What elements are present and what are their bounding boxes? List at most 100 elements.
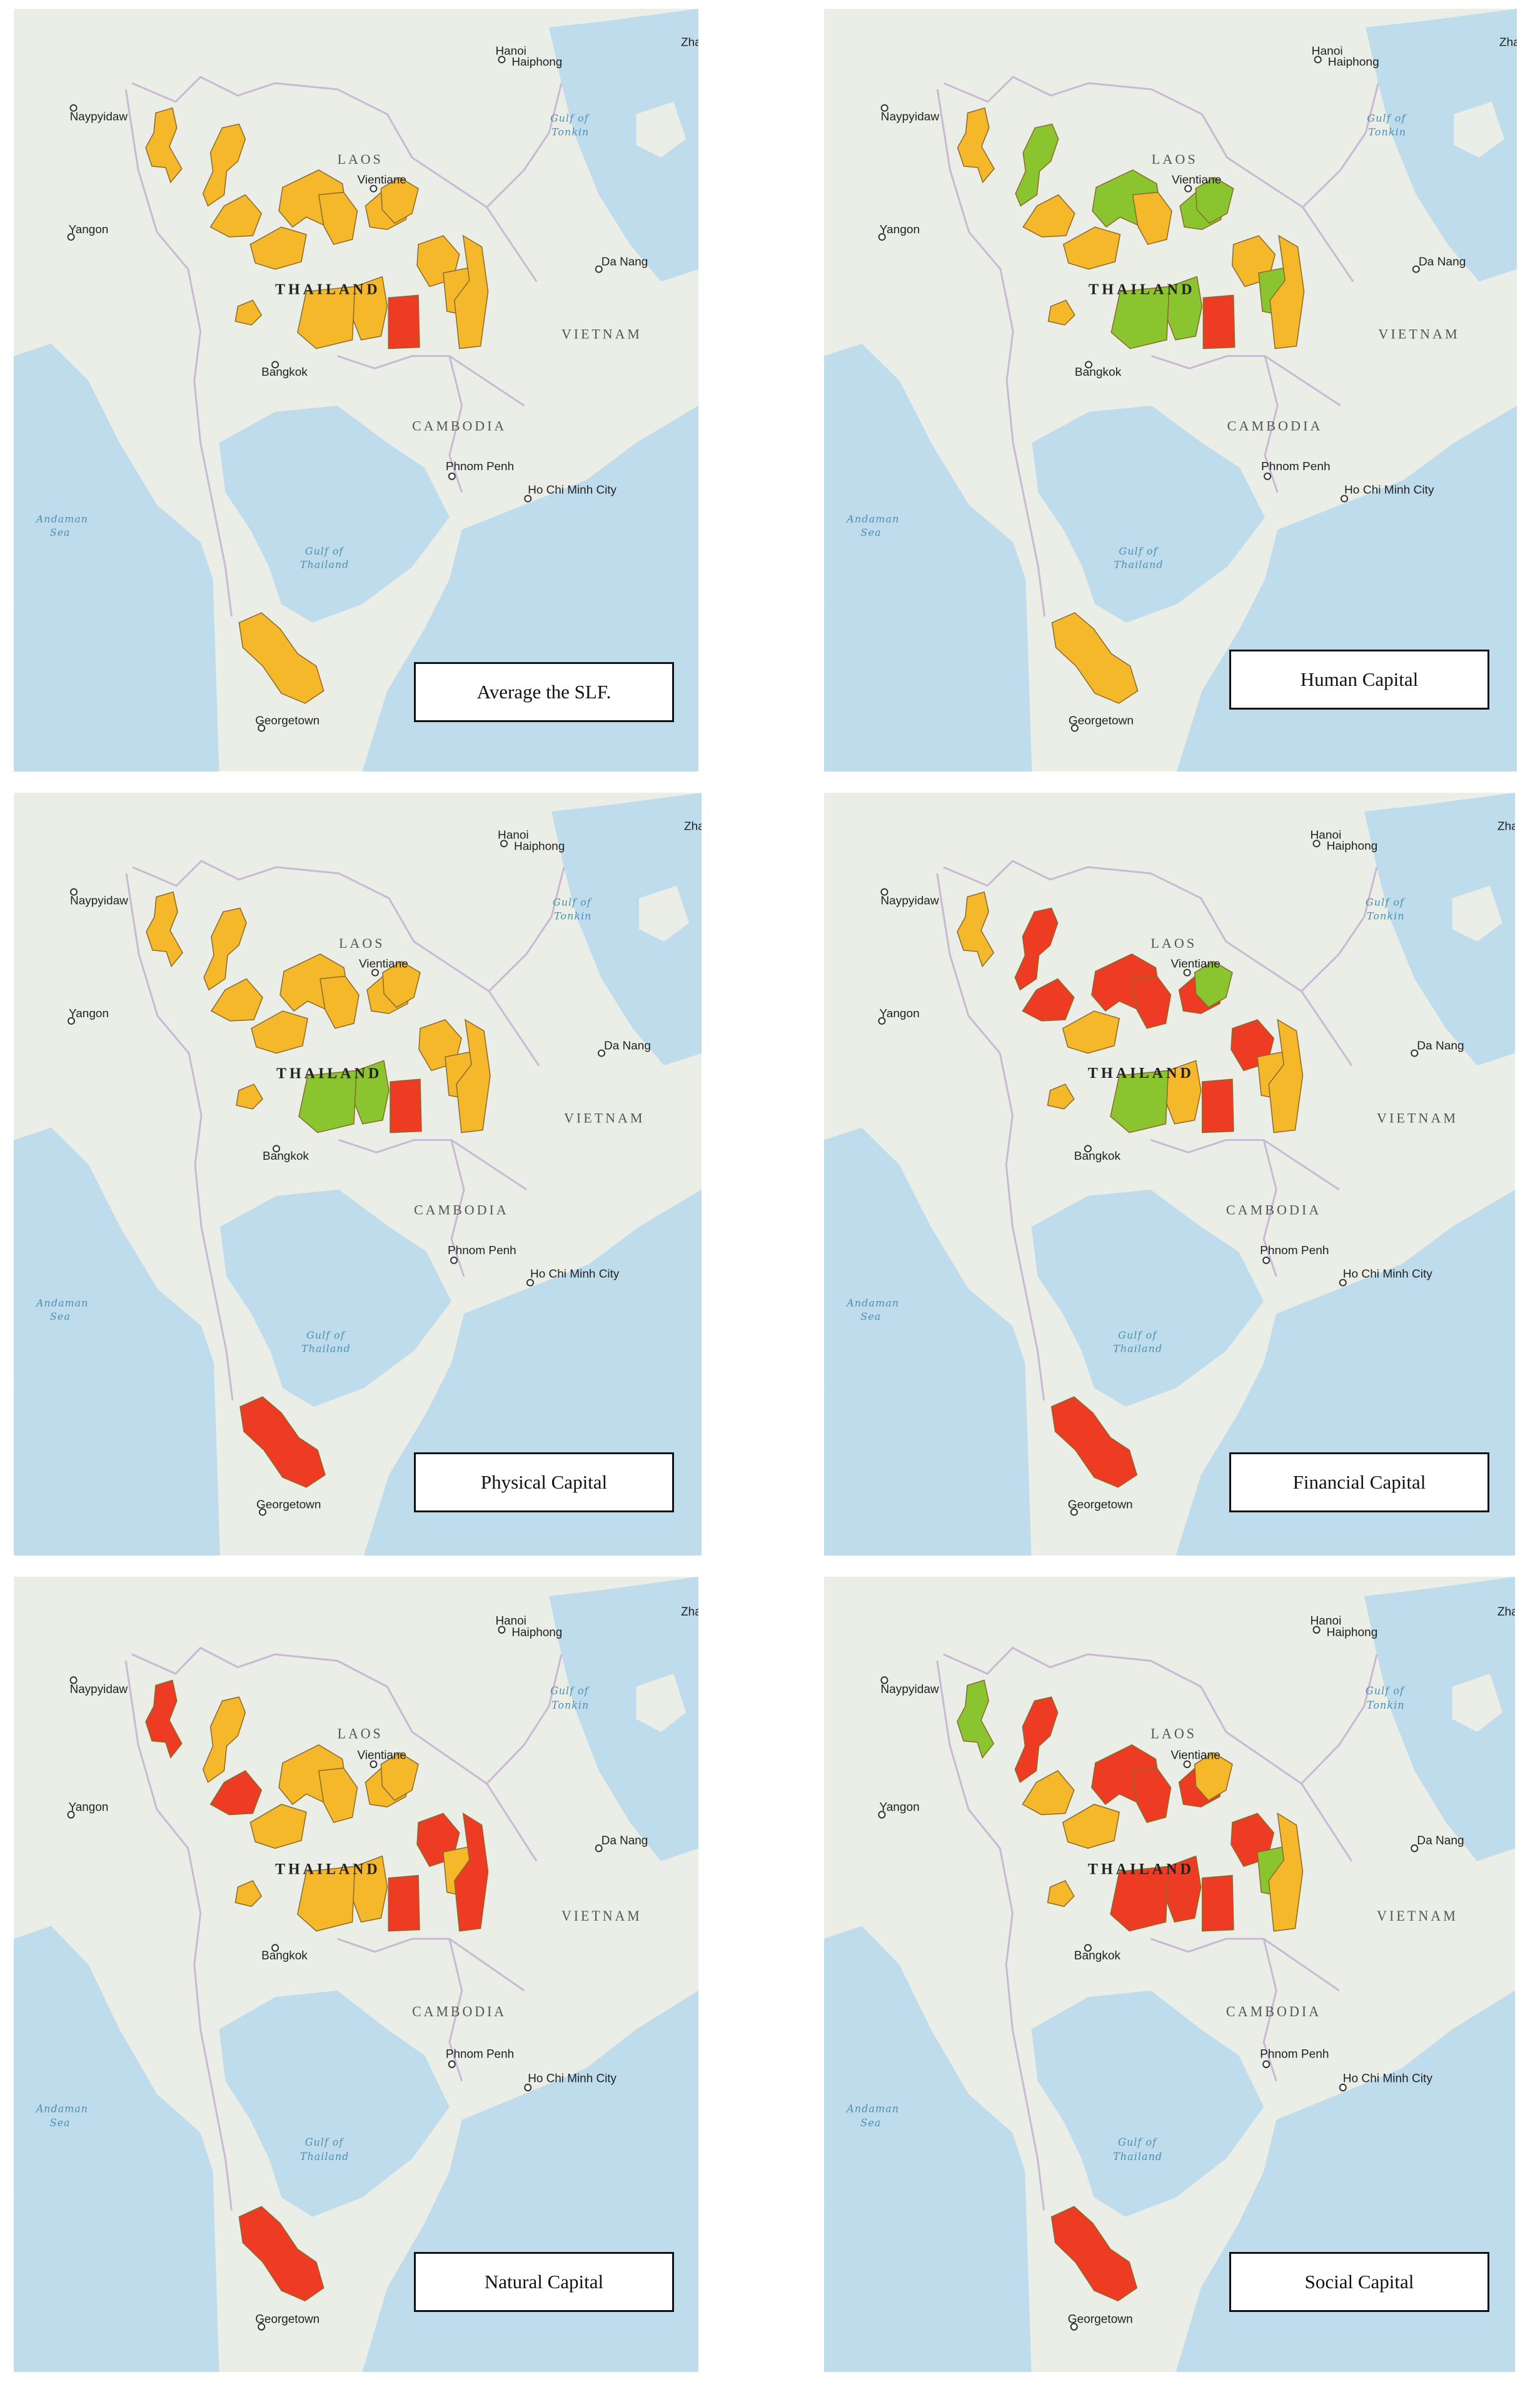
province-medium xyxy=(957,1679,995,1759)
city-marker xyxy=(1262,1256,1271,1264)
city-marker xyxy=(1340,495,1349,503)
city-marker xyxy=(878,1811,886,1819)
panel-title-box: Physical Capital xyxy=(414,1452,674,1512)
country-border xyxy=(1262,1140,1277,1277)
country-border xyxy=(1301,867,1378,992)
label-thailand: THAILAND xyxy=(275,281,380,298)
country-border xyxy=(124,1661,233,2211)
province-low xyxy=(1050,1396,1138,1488)
province-high xyxy=(297,286,356,349)
map-panel: Naypyidaw Yangon LAOS Vientiane THAILAND Bang… xyxy=(824,793,1515,1555)
country-border xyxy=(131,76,538,283)
city-marker xyxy=(1411,1049,1419,1057)
label-hanoi: Hanoi xyxy=(498,828,529,842)
city-marker xyxy=(271,1944,279,1952)
label-sea: Sea xyxy=(860,2117,881,2129)
city-marker xyxy=(1070,724,1079,732)
label-tonkin: Tonkin xyxy=(554,910,591,922)
city-marker xyxy=(524,2083,532,2092)
label-gulf-of-tonkin: Gulf of xyxy=(1367,113,1407,124)
label-gulf-of-thailand: Gulf of xyxy=(305,2136,345,2148)
city-marker xyxy=(271,361,279,369)
province-low xyxy=(1131,975,1172,1029)
andaman-sea-south xyxy=(14,2171,219,2372)
andaman-sea xyxy=(824,1127,1025,1389)
basemap: Naypyidaw Yangon LAOS Vientiane THAILAND Bang… xyxy=(824,9,1517,771)
label-gulf-of-thailand: Gulf of xyxy=(1119,545,1159,557)
panel-title-box: Human Capital xyxy=(1229,650,1489,710)
city-marker xyxy=(595,265,603,273)
label-bangkok: Bangkok xyxy=(1075,366,1122,379)
label-da-nang: Da Nang xyxy=(1417,1834,1464,1847)
label-ho-chi-minh-city: Ho Chi Minh City xyxy=(1343,1268,1433,1281)
label-vietnam: VIETNAM xyxy=(561,327,642,342)
gulf-of-tonkin xyxy=(1364,793,1515,1066)
label-laos: LAOS xyxy=(338,1726,383,1741)
label-bangkok: Bangkok xyxy=(263,1150,309,1163)
city-marker xyxy=(370,184,378,193)
province-low xyxy=(1110,1866,1169,1932)
country-border xyxy=(124,89,233,617)
label-phnom-penh: Phnom Penh xyxy=(1260,1244,1329,1257)
province-high xyxy=(380,176,419,224)
label-laos: LAOS xyxy=(1150,935,1197,951)
label-haiphong: Haiphong xyxy=(1327,1626,1378,1639)
label-vietnam: VIETNAM xyxy=(561,1908,642,1924)
province-low xyxy=(1050,2206,1138,2302)
label-yangon: Yangon xyxy=(879,1007,919,1020)
label-bangkok: Bangkok xyxy=(261,365,308,378)
city-marker xyxy=(258,724,266,732)
label-naypyidaw: Naypyidaw xyxy=(70,110,128,123)
label-gulf-of-thailand: Gulf of xyxy=(1118,1329,1158,1341)
country-border xyxy=(936,89,1046,617)
label-cambodia: CAMBODIA xyxy=(1226,1202,1321,1218)
province-low xyxy=(209,1770,263,1816)
province-high xyxy=(203,907,247,991)
label-vietnam: VIETNAM xyxy=(1378,326,1459,342)
label-tonkin: Tonkin xyxy=(1367,1699,1405,1711)
city-marker xyxy=(1084,1944,1092,1952)
label-yangon: Yangon xyxy=(69,1801,109,1814)
gulf-of-thailand xyxy=(1031,1189,1264,1407)
panel-title-box: Social Capital xyxy=(1229,2252,1489,2312)
andaman-sea xyxy=(14,1127,214,1389)
label-georgetown: Georgetown xyxy=(1069,715,1134,728)
label-thailand: THAILAND xyxy=(1088,1065,1194,1082)
andaman-sea-south xyxy=(824,579,1032,771)
province-high xyxy=(1022,194,1075,238)
andaman-sea xyxy=(824,343,1026,605)
label-yangon: Yangon xyxy=(879,1800,919,1814)
label-cambodia: CAMBODIA xyxy=(1227,418,1323,434)
andaman-sea-south xyxy=(824,2171,1032,2372)
label-laos: LAOS xyxy=(338,152,383,167)
panel-title-box: Average the SLF. xyxy=(414,662,674,722)
label-georgetown: Georgetown xyxy=(255,2313,320,2326)
city-marker xyxy=(878,233,886,241)
city-marker xyxy=(880,1676,888,1684)
city-marker xyxy=(1264,472,1272,480)
city-marker xyxy=(450,1256,458,1264)
country-border xyxy=(448,356,463,493)
map-panel: Naypyidaw Yangon LAOS Vientiane THAILAND Bang… xyxy=(824,1577,1515,2372)
province-high xyxy=(1062,1804,1120,1849)
label-ho-chi-minh-city: Ho Chi Minh City xyxy=(528,483,617,496)
label-andaman: Andaman xyxy=(35,513,88,525)
city-marker xyxy=(878,1017,886,1025)
country-border xyxy=(936,873,1045,1401)
label-vientiane: Vientiane xyxy=(1172,174,1221,187)
city-marker xyxy=(1085,361,1093,369)
province-high xyxy=(318,191,358,245)
country-border xyxy=(1264,356,1279,493)
label-tonkin: Tonkin xyxy=(551,1699,589,1711)
province-high xyxy=(1047,1880,1075,1907)
label-georgetown: Georgetown xyxy=(255,714,320,727)
province-low xyxy=(1131,1767,1172,1823)
city-marker xyxy=(273,1145,280,1153)
province-high xyxy=(318,1767,358,1823)
city-marker xyxy=(68,1017,75,1025)
label-cambodia: CAMBODIA xyxy=(412,419,506,434)
andaman-sea-south xyxy=(14,1363,220,1555)
label-andaman: Andaman xyxy=(845,1297,899,1309)
city-marker xyxy=(69,104,78,112)
province-high xyxy=(1047,299,1075,326)
